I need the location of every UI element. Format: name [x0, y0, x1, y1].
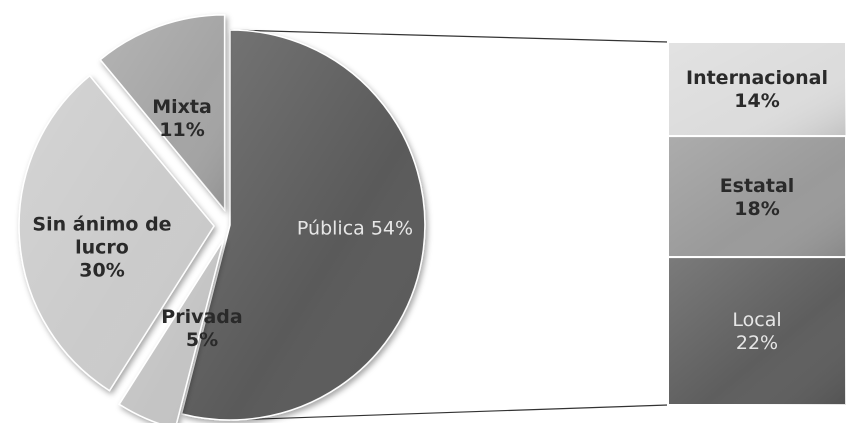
bar-segment-shade-estatal: [668, 136, 846, 258]
pie-label-line: Privada: [161, 306, 242, 328]
pie-slice-shade-sin-animo-de-lucro: [19, 75, 215, 391]
connector-line-bottom: [229, 404, 669, 421]
bar-label-line: Local: [732, 309, 781, 331]
bar-label-line: Estatal: [720, 175, 795, 197]
pie-label-publica: Pública 54%: [297, 218, 413, 240]
pie-label-line: 11%: [159, 119, 204, 141]
pie-label-line: Sin ánimo de: [32, 214, 171, 236]
pie-slice-shade-publica: [181, 30, 425, 420]
data-labels: Pública 54% Privada 5% Sin ánimo de lucro 30%…: [32, 67, 828, 354]
pie-slice-privada: [118, 239, 225, 423]
pie-slice-shade-privada: [119, 239, 224, 423]
bar-label-estatal: Estatal 18%: [720, 175, 795, 220]
pie-label-line: 30%: [79, 260, 124, 282]
pie-label-line: 5%: [186, 329, 218, 351]
pie-label-line: Pública 54%: [297, 218, 413, 240]
bar-label-internacional: Internacional 14%: [686, 67, 828, 112]
pie-slices: [18, 14, 426, 423]
pie-slice-mixta: [99, 14, 226, 212]
connector-line-top: [229, 29, 669, 43]
bar-segment-shade-internacional: [668, 42, 846, 137]
bar-label-local: Local 22%: [732, 309, 781, 354]
pie-label-mixta: Mixta 11%: [152, 96, 212, 141]
pie-slice-shade-mixta: [100, 14, 225, 210]
pie-label-sin-animo-de-lucro: Sin ánimo de lucro 30%: [32, 214, 171, 282]
pie-label-line: Mixta: [152, 96, 212, 118]
bar-label-line: 18%: [734, 198, 779, 220]
breakdown-bar: [667, 41, 847, 406]
connector-lines: [229, 29, 669, 421]
bar-label-line: 22%: [736, 332, 778, 354]
pie-label-line: lucro: [75, 237, 129, 259]
pie-label-privada: Privada 5%: [161, 306, 242, 351]
bar-segment-shade-local: [668, 257, 846, 405]
bar-label-line: 14%: [734, 90, 779, 112]
pie-slice-publica: [180, 29, 426, 421]
bar-label-line: Internacional: [686, 67, 828, 89]
pie-slice-sin-animo-de-lucro: [18, 74, 215, 392]
